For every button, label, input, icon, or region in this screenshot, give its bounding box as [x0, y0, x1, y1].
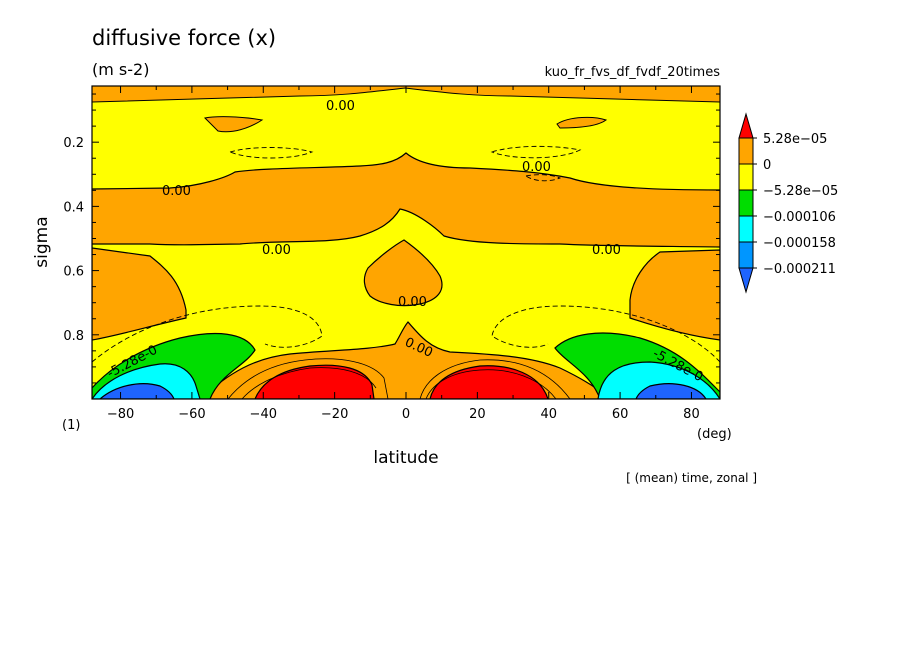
- dashed-contour-2: [490, 145, 582, 159]
- positive-contour-3: [419, 359, 571, 399]
- band-blue-right: [635, 383, 707, 399]
- colorbar-top-arrow: [738, 112, 754, 139]
- colorbar-swatch: [738, 189, 754, 217]
- dashed-contour-1: [228, 147, 314, 159]
- y-tick-label: 0.2: [63, 136, 84, 151]
- y-tick-label: 0.4: [63, 200, 84, 215]
- x-tick-label: −60: [178, 407, 205, 422]
- x-tick-label: −20: [321, 407, 348, 422]
- colorbar-swatch: [738, 215, 754, 243]
- units-label: (m s-2): [92, 60, 149, 79]
- y-axis-label: sigma: [32, 216, 52, 267]
- x-tick-label: −80: [107, 407, 134, 422]
- x-tick-label: 20: [469, 407, 486, 422]
- plot-area: [92, 86, 720, 399]
- footer-note: [ (mean) time, zonal ]: [626, 471, 757, 485]
- contour-label: 0.00: [326, 99, 355, 114]
- x-tick-label: 0: [402, 407, 410, 422]
- y-axis: 0.2 0.4 0.6 0.8: [63, 93, 720, 384]
- colorbar-swatch: [738, 241, 754, 269]
- dashed-contour-4: [491, 305, 720, 363]
- band-orange-tongue: [363, 239, 443, 307]
- dashed-contour-3: [92, 305, 323, 363]
- contour-label: 0.00: [592, 243, 621, 258]
- contour-label: 0.00: [162, 184, 191, 199]
- x-axis-label: latitude: [373, 448, 438, 468]
- colorbar-label: −0.000211: [763, 262, 836, 277]
- run-name-label: kuo_fr_fvs_df_fvdf_20times: [545, 65, 721, 80]
- x-axis: −80 −60 −40 −20 0 20 40 60 80: [107, 86, 700, 422]
- colorbar-swatch: [738, 163, 754, 191]
- band-orange-right-side: [629, 249, 720, 341]
- y-tick-label: 0.6: [63, 265, 84, 280]
- y-tick-label: 0.8: [63, 329, 84, 344]
- colorbar-label: 0: [763, 158, 771, 173]
- panel-index: (1): [62, 418, 80, 433]
- dashed-contour-5: [524, 174, 562, 182]
- x-tick-label: 60: [612, 407, 629, 422]
- colorbar-bottom-arrow: [738, 267, 754, 294]
- colorbar-label: −0.000158: [763, 236, 836, 251]
- contour-label: 0.00: [262, 243, 291, 258]
- contour-label: 0.00: [522, 160, 551, 175]
- colorbar-swatch: [738, 137, 754, 165]
- positive-contour-1: [227, 358, 389, 399]
- band-orange-left-side: [92, 247, 187, 341]
- positive-contour-4: [425, 369, 557, 399]
- x-tick-label: 40: [540, 407, 557, 422]
- colorbar-label: −0.000106: [763, 210, 836, 225]
- colorbar: 5.28e−05 0 −5.28e−05 −0.000106 −0.000158 −0.0…: [738, 112, 838, 294]
- colorbar-label: −5.28e−05: [763, 184, 838, 199]
- band-orange-tab-right: [556, 116, 608, 129]
- x-tick-label: 80: [683, 407, 700, 422]
- figure-title: diffusive force (x): [92, 26, 276, 50]
- band-orange-top: [92, 86, 720, 103]
- band-orange-tab-left: [203, 116, 264, 133]
- colorbar-label: 5.28e−05: [763, 132, 827, 147]
- positive-contour-2: [241, 367, 377, 399]
- band-blue-left: [99, 383, 175, 399]
- contour-label: 0.00: [398, 295, 427, 310]
- x-tick-label: −40: [250, 407, 277, 422]
- x-unit-label: (deg): [697, 427, 732, 442]
